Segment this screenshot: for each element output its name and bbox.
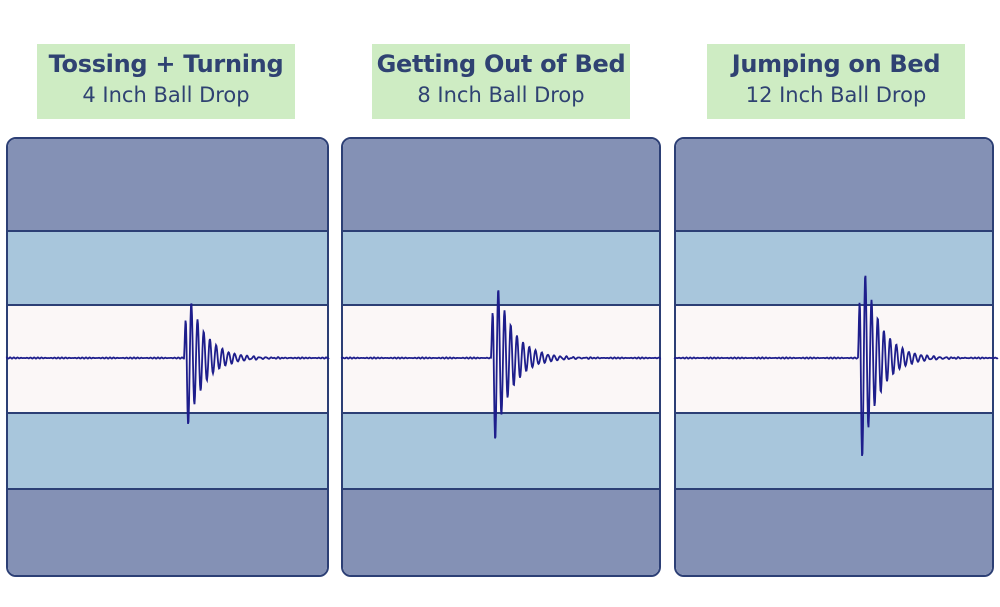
label-title: Getting Out of Bed xyxy=(376,50,626,78)
mattress-panel-3 xyxy=(674,137,994,577)
mattress-band xyxy=(676,413,992,489)
label-subtitle: 4 Inch Ball Drop xyxy=(82,83,250,107)
mattress-band xyxy=(343,231,659,305)
mattress-bands xyxy=(343,139,659,575)
mattress-band xyxy=(8,231,327,305)
label-title: Tossing + Turning xyxy=(48,50,284,78)
label-jumping-on-bed: Jumping on Bed 12 Inch Ball Drop xyxy=(707,44,965,119)
label-title: Jumping on Bed xyxy=(731,50,941,78)
mattress-band xyxy=(676,305,992,413)
mattress-bands xyxy=(676,139,992,575)
mattress-band xyxy=(676,489,992,575)
mattress-band xyxy=(343,413,659,489)
mattress-band xyxy=(8,489,327,575)
mattress-band xyxy=(676,231,992,305)
mattress-band xyxy=(8,139,327,231)
mattress-panel-2 xyxy=(341,137,661,577)
mattress-band xyxy=(343,489,659,575)
mattress-band xyxy=(343,305,659,413)
mattress-band xyxy=(676,139,992,231)
mattress-band xyxy=(8,305,327,413)
mattress-panel-1 xyxy=(6,137,329,577)
mattress-band xyxy=(343,139,659,231)
mattress-bands xyxy=(8,139,327,575)
label-subtitle: 8 Inch Ball Drop xyxy=(417,83,585,107)
label-getting-out-of-bed: Getting Out of Bed 8 Inch Ball Drop xyxy=(372,44,630,119)
label-tossing-turning: Tossing + Turning 4 Inch Ball Drop xyxy=(37,44,295,119)
label-subtitle: 12 Inch Ball Drop xyxy=(745,83,927,107)
mattress-band xyxy=(8,413,327,489)
